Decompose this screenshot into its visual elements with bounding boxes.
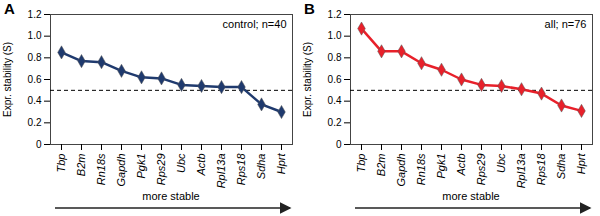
svg-text:Rpl13a: Rpl13a <box>215 154 227 189</box>
svg-text:Ubc: Ubc <box>175 153 187 173</box>
svg-text:Rn18s: Rn18s <box>415 153 427 185</box>
svg-text:Hprt: Hprt <box>275 153 287 175</box>
svg-text:Ubc: Ubc <box>495 153 507 173</box>
html-text:B: B <box>304 0 315 17</box>
svg-text:Rps18: Rps18 <box>235 153 247 186</box>
svg-text:Rps29: Rps29 <box>155 154 167 186</box>
svg-text:B2m: B2m <box>375 154 387 177</box>
svg-text:more stable: more stable <box>142 190 199 202</box>
svg-text:0.6: 0.6 <box>328 74 342 85</box>
svg-text:1.2: 1.2 <box>28 9 42 20</box>
svg-text:Gapdh: Gapdh <box>395 154 407 187</box>
svg-text:control; n=40: control; n=40 <box>223 18 287 30</box>
svg-text:more stable: more stable <box>442 190 499 202</box>
svg-text:0: 0 <box>36 139 42 150</box>
svg-text:Hprt: Hprt <box>575 153 587 175</box>
svg-text:Rps29: Rps29 <box>475 154 487 186</box>
svg-text:Expr. stability (S): Expr. stability (S) <box>2 42 13 117</box>
svg-text:0.8: 0.8 <box>28 52 42 63</box>
svg-text:1.0: 1.0 <box>28 30 42 41</box>
svg-text:1.2: 1.2 <box>328 9 342 20</box>
svg-text:Sdha: Sdha <box>555 154 567 180</box>
svg-text:0.2: 0.2 <box>28 117 42 128</box>
svg-text:Gapdh: Gapdh <box>115 154 127 187</box>
svg-text:0.4: 0.4 <box>328 95 342 106</box>
svg-text:Pgk1: Pgk1 <box>435 154 447 179</box>
svg-text:all; n=76: all; n=76 <box>545 18 587 30</box>
svg-text:Tbp: Tbp <box>55 154 67 173</box>
svg-text:Tbp: Tbp <box>355 154 367 173</box>
svg-text:Pgk1: Pgk1 <box>135 154 147 179</box>
svg-text:Rpl13a: Rpl13a <box>515 154 527 189</box>
svg-text:0.6: 0.6 <box>28 74 42 85</box>
svg-text:0.2: 0.2 <box>328 117 342 128</box>
svg-text:0.8: 0.8 <box>328 52 342 63</box>
svg-text:Rn18s: Rn18s <box>95 153 107 185</box>
svg-text:Rps18: Rps18 <box>535 153 547 186</box>
svg-text:0: 0 <box>336 139 342 150</box>
svg-text:Expr. stability (S): Expr. stability (S) <box>302 42 313 117</box>
svg-text:Sdha: Sdha <box>255 154 267 180</box>
html-text:A: A <box>4 0 15 17</box>
svg-text:1.0: 1.0 <box>328 30 342 41</box>
svg-text:0.4: 0.4 <box>28 95 42 106</box>
svg-text:Actb: Actb <box>455 154 467 177</box>
svg-text:B2m: B2m <box>75 154 87 177</box>
svg-text:Actb: Actb <box>195 154 207 177</box>
